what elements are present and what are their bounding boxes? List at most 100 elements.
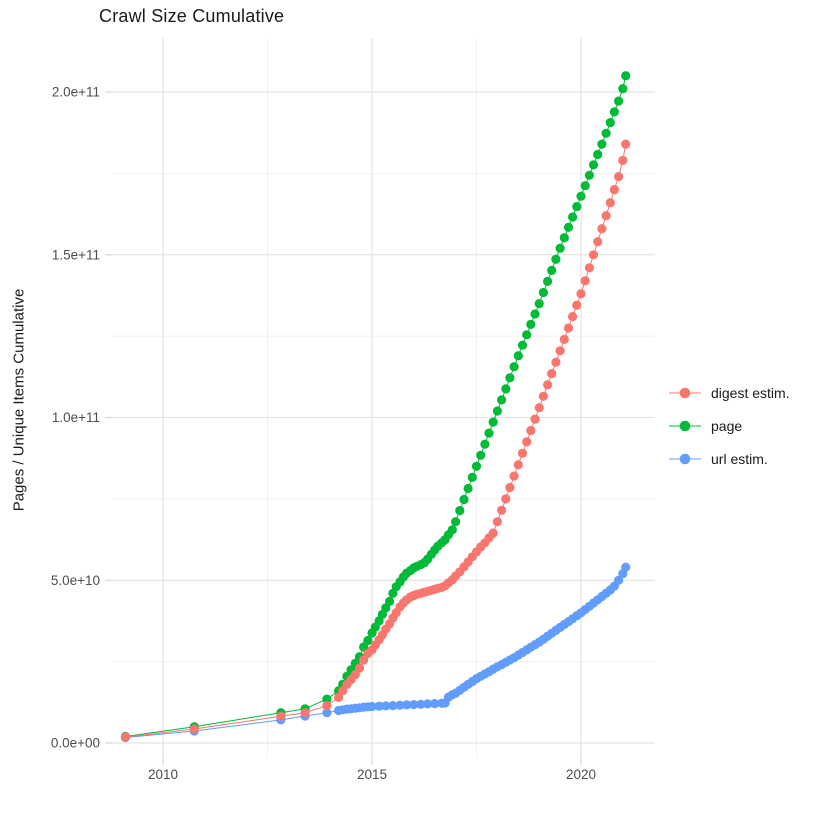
data-point: [322, 701, 332, 711]
data-point: [367, 701, 377, 712]
data-point: [538, 391, 549, 401]
y-tick-label: 1.0e+11: [52, 410, 100, 425]
data-point: [534, 299, 544, 309]
data-point: [354, 663, 365, 673]
data-point: [547, 369, 557, 379]
data-point: [409, 700, 419, 710]
data-point: [451, 517, 461, 527]
data-point: [568, 312, 578, 322]
legend-item-digest-estim: digest estim.: [668, 376, 790, 409]
x-tick-label: 2020: [566, 767, 596, 782]
legend-key-dot: [679, 420, 691, 431]
legend: digest estim. page url estim.: [668, 376, 790, 475]
data-point: [530, 414, 540, 424]
data-point: [605, 198, 615, 208]
data-point: [488, 528, 498, 538]
data-point: [522, 330, 532, 340]
data-point: [530, 309, 540, 319]
data-point: [621, 562, 631, 572]
data-point: [120, 732, 130, 742]
data-point: [576, 191, 586, 201]
data-point: [402, 700, 412, 710]
data-point: [526, 425, 536, 436]
data-point: [385, 596, 395, 607]
chart-title: Crawl Size Cumulative: [99, 6, 285, 26]
series-page: [120, 71, 631, 742]
data-point: [534, 403, 544, 413]
data-point: [517, 448, 528, 458]
data-point: [395, 700, 405, 710]
data-point: [551, 357, 561, 367]
data-point: [497, 505, 507, 515]
data-point: [359, 642, 369, 652]
data-point: [505, 482, 515, 493]
y-axis-title: Pages / Unique Items Cumulative: [10, 288, 28, 512]
legend-label: url estim.: [711, 450, 768, 467]
data-point: [538, 287, 549, 298]
data-point: [559, 233, 569, 243]
series-url-estim: [120, 562, 631, 743]
data-point: [543, 276, 553, 286]
data-point: [447, 525, 457, 535]
data-point: [572, 202, 582, 212]
data-point: [517, 340, 528, 350]
data-point: [300, 708, 310, 718]
y-axis-tick-labels: 0.0e+00 5.0e+10 1.0e+11 1.5e+11 2.0e+11: [51, 85, 100, 751]
data-point: [601, 128, 611, 138]
data-point: [388, 701, 398, 711]
legend-label: digest estim.: [711, 384, 790, 401]
data-point: [338, 686, 348, 696]
data-point: [509, 362, 519, 372]
data-point: [576, 289, 586, 299]
data-point: [350, 670, 360, 680]
data-point: [526, 319, 536, 329]
data-point: [621, 71, 631, 81]
data-point: [584, 170, 595, 180]
legend-item-url-estim: url estim.: [668, 442, 790, 475]
legend-key-digest-estim: [669, 387, 701, 398]
data-point: [497, 395, 507, 405]
data-point: [593, 149, 603, 160]
legend-label: page: [711, 417, 743, 434]
axis-ticks: [105, 91, 582, 765]
data-point: [363, 635, 373, 646]
data-point: [189, 724, 199, 734]
data-point: [618, 84, 628, 94]
data-point: [605, 118, 615, 128]
data-point: [614, 172, 624, 182]
data-point: [463, 483, 473, 494]
data-point: [563, 323, 574, 333]
data-point: [614, 575, 624, 585]
y-tick-label: 5.0e+10: [51, 573, 100, 588]
legend-key-page: [669, 420, 701, 431]
data-point: [597, 139, 607, 149]
data-point: [601, 211, 611, 221]
y-tick-label: 1.5e+11: [52, 247, 100, 262]
data-point: [522, 437, 532, 447]
data-point: [609, 107, 620, 117]
data-point: [584, 263, 595, 273]
data-point: [555, 243, 565, 253]
legend-key-dot: [679, 453, 691, 464]
data-point: [559, 334, 569, 344]
data-point: [543, 380, 553, 390]
data-point: [381, 701, 391, 711]
data-point: [588, 160, 599, 170]
data-point: [593, 237, 603, 247]
major-gridlines: [112, 38, 655, 758]
data-point: [322, 694, 332, 704]
data-point: [501, 384, 511, 394]
data-point: [359, 655, 369, 665]
legend-key-url-estim: [669, 453, 701, 464]
data-point: [484, 428, 494, 438]
data-point: [609, 185, 620, 195]
data-point: [374, 701, 384, 711]
data-point: [568, 212, 578, 222]
data-point: [551, 254, 561, 264]
data-point: [501, 494, 511, 504]
data-point: [618, 155, 628, 165]
series-digest-estim: [120, 139, 631, 742]
data-point: [480, 439, 490, 449]
data-point: [476, 450, 486, 460]
